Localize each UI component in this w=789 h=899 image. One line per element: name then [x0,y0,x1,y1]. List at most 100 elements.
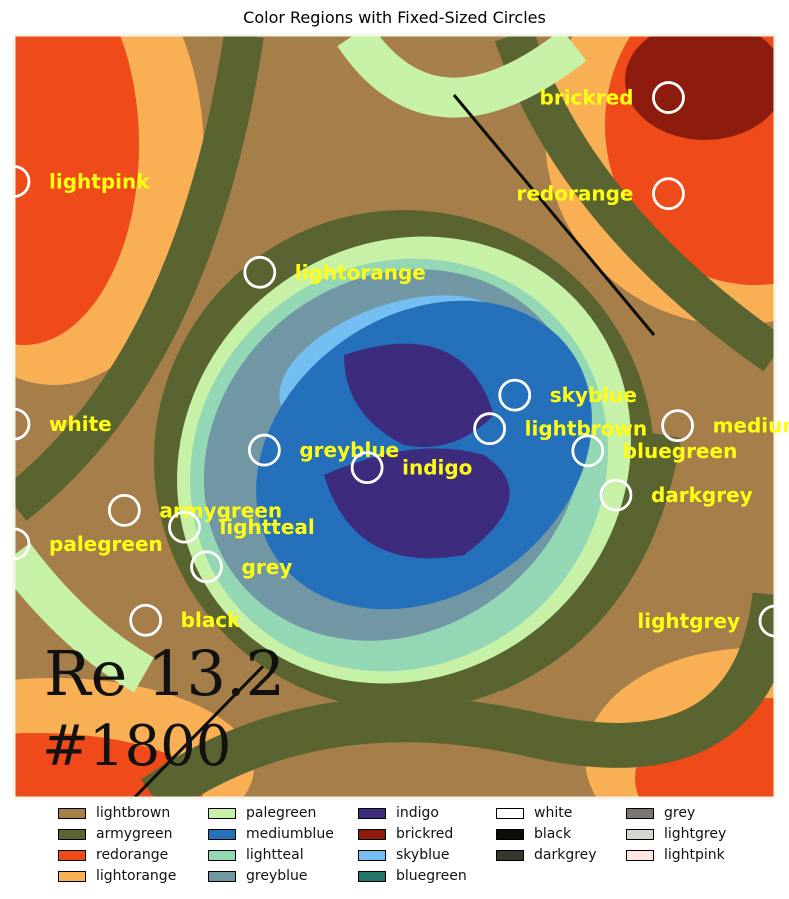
legend-label-armygreen: armygreen [96,826,173,842]
legend-swatch-greyblue [208,870,236,882]
band-black-1 [452,94,656,336]
legend-item-white: white [496,803,572,823]
legend-item-skyblue: skyblue [358,845,449,865]
plot-frame [12,33,777,800]
region-brickred [625,35,775,140]
annotation-circle-lightbrown [473,412,507,446]
legend-label-lightbrown: lightbrown [96,805,171,821]
plot-image: Re 13.2#1800 [14,35,775,798]
annotation-label-black: black [181,608,242,632]
annotation-label-white: white [49,412,112,436]
legend-label-skyblue: skyblue [396,847,450,863]
annotation-label-mediumblue: mediumblue [713,414,789,438]
legend-label-darkgrey: darkgrey [534,847,597,863]
legend-swatch-lightteal [208,849,236,861]
band-armygreen-3 [141,592,775,798]
legend-swatch-indigo [358,807,386,819]
annotation-circle-armygreen [107,493,141,527]
legend-swatch-skyblue [358,849,386,861]
annotation-label-indigo: indigo [402,456,472,480]
band-black-2 [132,653,276,798]
image-text-re: Re 13.2 [44,637,285,710]
annotation-circle-redorange [652,177,685,211]
legend-label-black: black [534,826,572,842]
annotation-circle-greyblue [247,433,281,467]
legend-item-redorange: redorange [58,845,168,865]
legend-label-palegreen: palegreen [246,805,317,821]
annotation-circle-brickred [652,81,685,114]
annotation-label-lightpink: lightpink [49,169,150,193]
annotation-label-skyblue: skyblue [550,383,637,407]
annotation-circle-white [0,407,31,441]
annotation-label-brickred: brickred [540,86,634,110]
legend-label-redorange: redorange [96,847,169,863]
legend-swatch-bluegreen [358,870,386,882]
annotation-circle-palegreen [0,527,31,561]
annotation-circle-skyblue [498,378,532,412]
legend-label-grey: grey [664,805,696,821]
region-redorange-tl [14,35,139,345]
legend-item-indigo: indigo [358,803,439,823]
legend-item-bluegreen: bluegreen [358,866,467,886]
legend-label-mediumblue: mediumblue [246,826,334,842]
legend-label-lightgrey: lightgrey [664,826,727,842]
legend-swatch-lightpink [626,849,654,861]
legend-swatch-lightorange [58,870,86,882]
annotation-circle-lightpink [0,165,31,198]
legend-item-armygreen: armygreen [58,824,172,844]
legend-item-darkgrey: darkgrey [496,845,597,865]
legend-swatch-mediumblue [208,828,236,840]
annotation-label-lightgrey: lightgrey [637,609,740,633]
legend-label-bluegreen: bluegreen [396,868,467,884]
legend-swatch-white [496,807,524,819]
legend-swatch-grey [626,807,654,819]
band-palegreen-2 [14,542,155,693]
annotation-circle-lightteal [168,510,201,544]
legend-swatch-lightgrey [626,828,654,840]
legend-label-white: white [534,805,573,821]
image-text-frame: #1800 [42,714,231,779]
legend-label-lightpink: lightpink [664,847,725,863]
annotation-circle-indigo [350,451,384,485]
legend-label-lightteal: lightteal [246,847,304,863]
band-armygreen-1 [14,35,264,521]
vortex-indigo-lower [324,448,510,559]
annotation-label-lightteal: lightteal [219,515,314,539]
legend-item-grey: grey [626,803,695,823]
legend-item-lightgrey: lightgrey [626,824,726,844]
annotation-circle-lightorange [243,255,277,289]
annotation-circle-lightgrey [758,604,789,638]
legend-swatch-redorange [58,849,86,861]
legend-item-mediumblue: mediumblue [208,824,334,844]
annotation-label-grey: grey [242,555,293,579]
annotation-label-palegreen: palegreen [49,532,163,556]
legend-label-greyblue: greyblue [246,868,308,884]
legend-item-lightbrown: lightbrown [58,803,170,823]
legend: lightbrown armygreen redorange lightorange p… [58,803,778,891]
annotation-circle-grey [190,550,223,584]
legend-swatch-palegreen [208,807,236,819]
annotation-circle-bluegreen [571,434,605,468]
annotation-circle-black [129,603,163,637]
legend-item-lightteal: lightteal [208,845,304,865]
annotation-label-greyblue: greyblue [299,438,399,462]
legend-item-brickred: brickred [358,824,453,844]
annotation-label-lightorange: lightorange [295,260,426,284]
legend-swatch-black [496,828,524,840]
annotation-label-bluegreen: bluegreen [623,439,738,463]
legend-swatch-brickred [358,828,386,840]
legend-swatch-lightbrown [58,807,86,819]
legend-label-lightorange: lightorange [96,868,177,884]
legend-item-greyblue: greyblue [208,866,308,886]
annotation-circle-mediumblue [661,409,694,443]
annotation-label-redorange: redorange [516,182,633,206]
legend-item-black: black [496,824,571,844]
legend-item-lightorange: lightorange [58,866,176,886]
vortex-indigo-upper [344,343,494,447]
annotation-label-darkgrey: darkgrey [651,483,753,507]
chart-title: Color Regions with Fixed-Sized Circles [243,8,546,27]
band-palegreen-1 [337,35,587,118]
legend-label-brickred: brickred [396,826,454,842]
legend-item-palegreen: palegreen [208,803,316,823]
